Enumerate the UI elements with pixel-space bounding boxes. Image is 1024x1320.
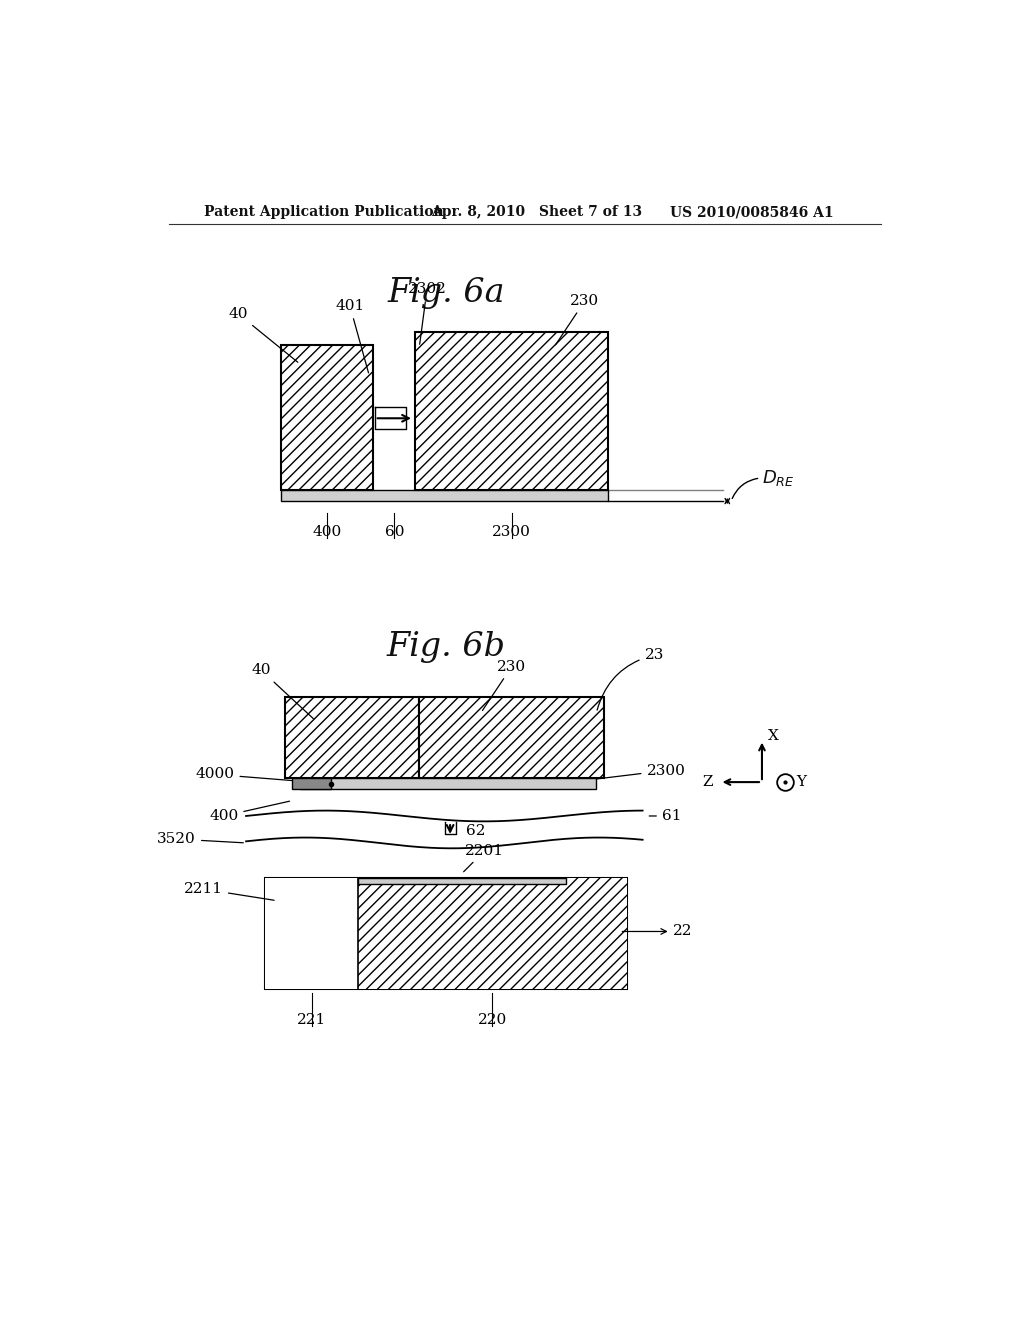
Bar	[300, 779, 596, 789]
Text: Apr. 8, 2010: Apr. 8, 2010	[431, 206, 525, 219]
Text: Patent Application Publication: Patent Application Publication	[204, 206, 443, 219]
Bar	[265, 878, 357, 989]
Text: Z: Z	[702, 775, 714, 789]
Text: 2211: 2211	[184, 882, 274, 900]
Text: Fig. 6b: Fig. 6b	[387, 631, 506, 664]
Text: 2201: 2201	[464, 843, 504, 871]
Text: 2302: 2302	[408, 282, 446, 345]
Text: 400: 400	[312, 525, 342, 539]
Text: 220: 220	[478, 1012, 507, 1027]
Bar	[281, 490, 608, 502]
Text: Y: Y	[796, 775, 806, 789]
Bar	[281, 345, 373, 490]
Text: 230: 230	[482, 660, 526, 710]
Text: Sheet 7 of 13: Sheet 7 of 13	[539, 206, 642, 219]
Bar	[416, 331, 608, 490]
Text: 4000: 4000	[196, 767, 328, 783]
Text: 22: 22	[623, 924, 693, 939]
Bar	[292, 779, 331, 789]
Text: 40: 40	[252, 664, 313, 718]
Bar	[419, 697, 604, 779]
Bar	[357, 878, 565, 884]
Bar	[265, 878, 628, 989]
Text: 221: 221	[297, 1012, 326, 1027]
Text: US 2010/0085846 A1: US 2010/0085846 A1	[670, 206, 834, 219]
Text: 400: 400	[209, 801, 290, 822]
Bar	[357, 878, 628, 989]
Text: 230: 230	[556, 294, 599, 345]
Text: 2300: 2300	[493, 525, 531, 539]
Text: Fig. 6a: Fig. 6a	[387, 277, 505, 309]
Text: 61: 61	[649, 809, 681, 822]
Text: 62: 62	[466, 824, 485, 838]
Text: $D_{RE}$: $D_{RE}$	[762, 469, 795, 488]
Bar	[285, 697, 419, 779]
Text: X: X	[768, 729, 779, 743]
Text: 401: 401	[336, 300, 369, 372]
Text: 2300: 2300	[561, 763, 685, 783]
Text: 3520: 3520	[158, 832, 244, 846]
Text: 40: 40	[228, 308, 298, 362]
Text: 60: 60	[385, 525, 404, 539]
Text: 23: 23	[597, 648, 664, 710]
